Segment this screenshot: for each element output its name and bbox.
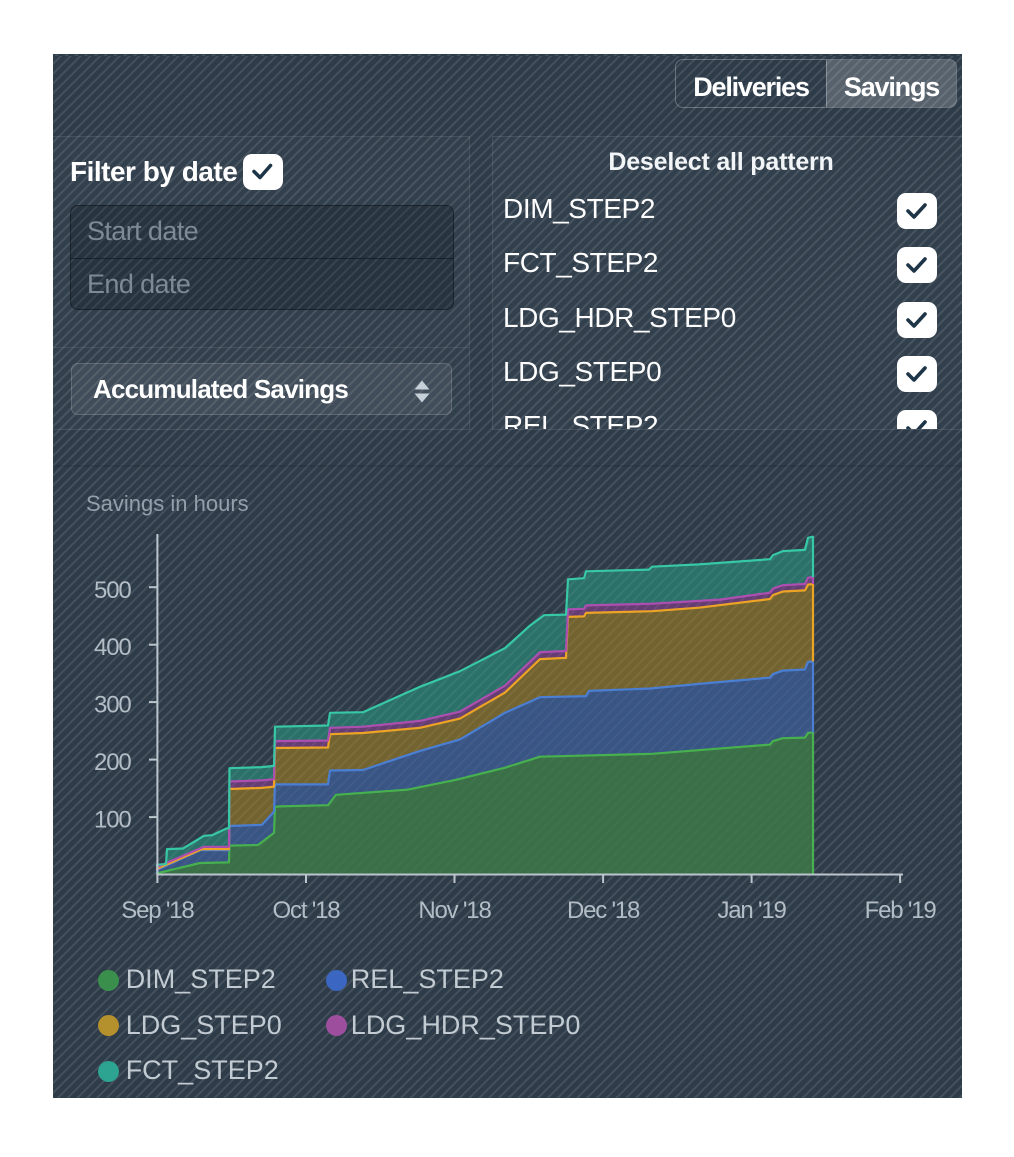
svg-text:Dec '18: Dec '18	[567, 897, 640, 924]
svg-text:Feb '19: Feb '19	[865, 897, 937, 924]
svg-text:300: 300	[94, 692, 131, 719]
svg-text:400: 400	[94, 634, 131, 661]
svg-text:Jan '19: Jan '19	[717, 897, 786, 924]
svg-text:Sep '18: Sep '18	[121, 897, 194, 924]
svg-text:500: 500	[94, 577, 131, 604]
svg-text:100: 100	[94, 807, 131, 834]
svg-text:Oct '18: Oct '18	[273, 897, 341, 924]
svg-text:200: 200	[94, 749, 131, 776]
svg-text:Nov '18: Nov '18	[418, 897, 491, 924]
